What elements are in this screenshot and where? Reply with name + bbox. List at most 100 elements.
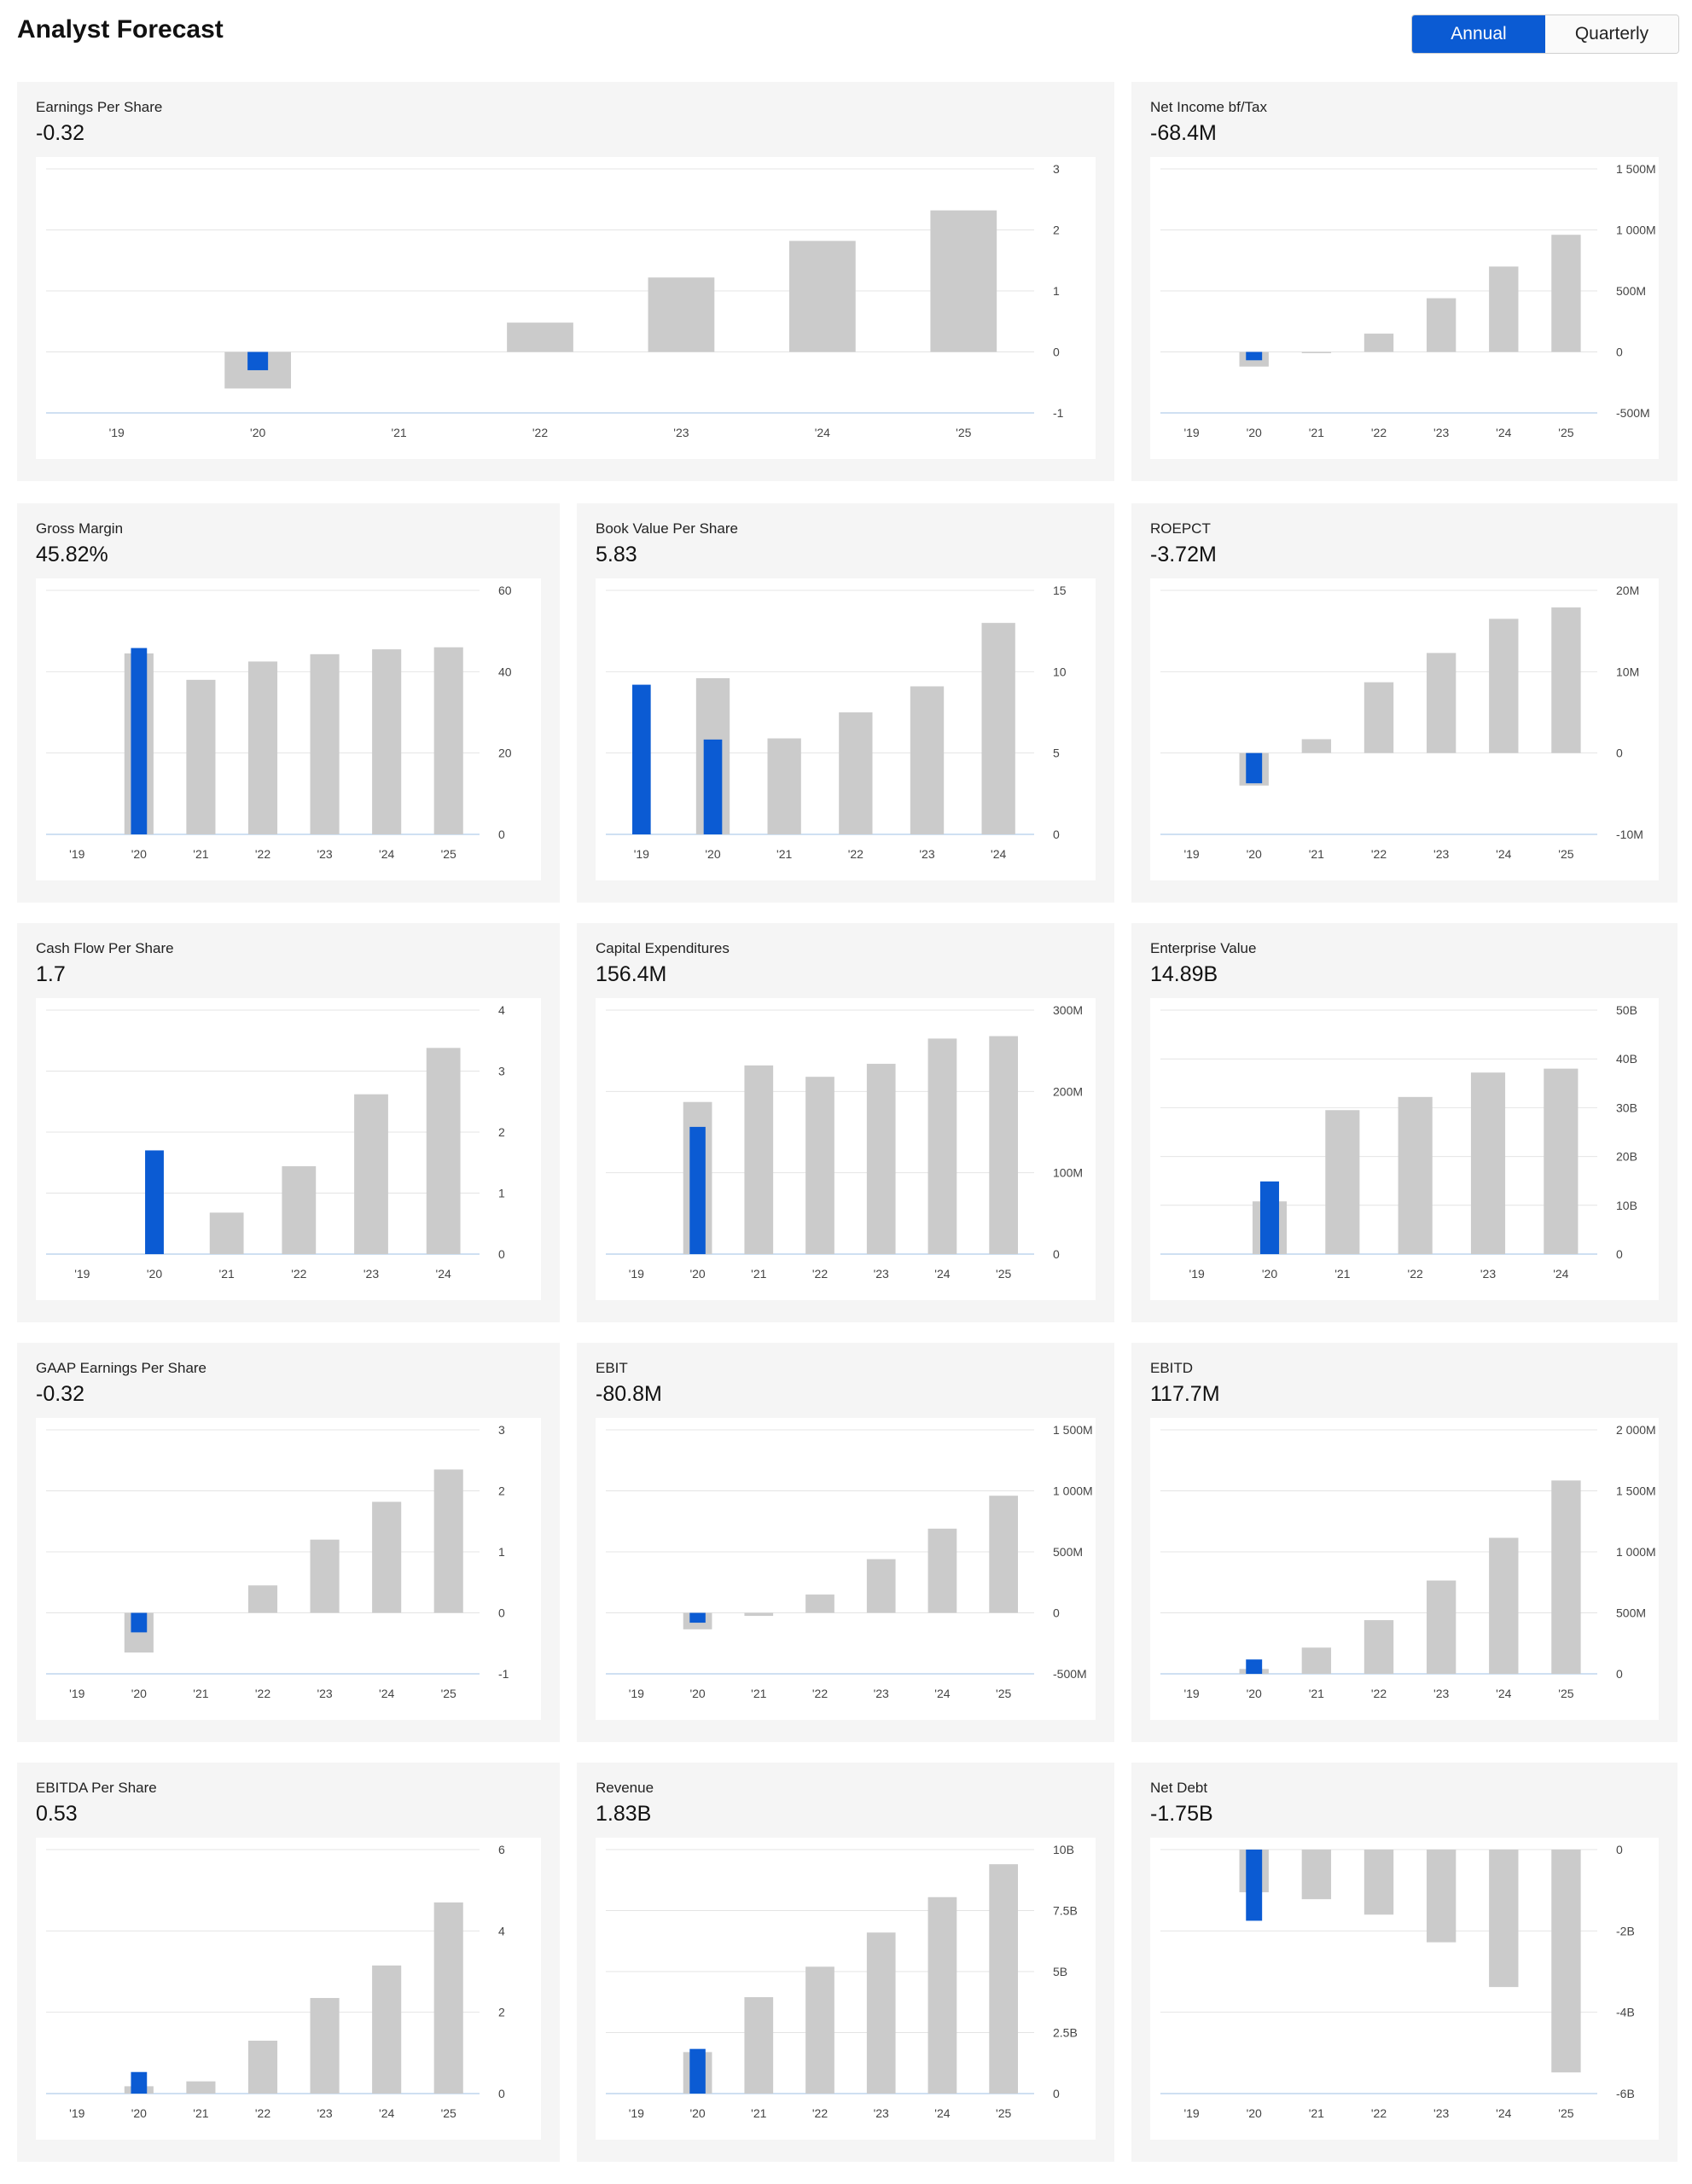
x-tick-label: '23 bbox=[1433, 426, 1449, 439]
chart-title: EBITDA Per Share bbox=[36, 1780, 157, 1796]
forecast-bar[interactable] bbox=[1470, 1072, 1506, 1254]
forecast-bar[interactable] bbox=[1544, 1068, 1579, 1254]
forecast-bar[interactable] bbox=[372, 649, 402, 834]
forecast-bar[interactable] bbox=[927, 1038, 957, 1254]
forecast-bar[interactable] bbox=[1363, 682, 1394, 753]
y-tick-label: 40 bbox=[498, 665, 512, 678]
forecast-bar[interactable] bbox=[910, 686, 945, 834]
book-value-card: Book Value Per Share 5.83 15 10 5 0 '19 '20 '21 '… bbox=[577, 503, 1114, 903]
forecast-bar[interactable] bbox=[1426, 298, 1457, 352]
annual-button[interactable]: Annual bbox=[1412, 15, 1545, 53]
forecast-bar[interactable] bbox=[989, 1036, 1018, 1254]
forecast-bar[interactable] bbox=[247, 2041, 278, 2094]
forecast-bar[interactable] bbox=[247, 661, 278, 834]
forecast-bar[interactable] bbox=[648, 277, 715, 352]
actual-bar[interactable] bbox=[703, 739, 723, 834]
actual-bar[interactable] bbox=[689, 2048, 706, 2094]
forecast-bar[interactable] bbox=[1426, 653, 1457, 753]
forecast-bar[interactable] bbox=[927, 1896, 957, 2094]
actual-bar[interactable] bbox=[689, 1126, 706, 1254]
forecast-bar[interactable] bbox=[310, 1997, 340, 2094]
forecast-bar[interactable] bbox=[1489, 1850, 1519, 1988]
forecast-bar[interactable] bbox=[1551, 1850, 1581, 2073]
forecast-bar[interactable] bbox=[1426, 1580, 1457, 1674]
actual-bar[interactable] bbox=[131, 1612, 148, 1633]
quarterly-button[interactable]: Quarterly bbox=[1545, 15, 1678, 53]
actual-bar[interactable] bbox=[247, 351, 269, 370]
y-tick-label: -4B bbox=[1616, 2006, 1635, 2019]
forecast-bar[interactable] bbox=[1301, 1647, 1332, 1674]
forecast-bar[interactable] bbox=[866, 1063, 896, 1254]
forecast-bar[interactable] bbox=[1489, 266, 1519, 352]
forecast-bar[interactable] bbox=[433, 1902, 463, 2094]
forecast-bar[interactable] bbox=[989, 1496, 1018, 1613]
forecast-bar[interactable] bbox=[247, 1585, 278, 1613]
forecast-bar[interactable] bbox=[788, 241, 856, 352]
forecast-bar[interactable] bbox=[1301, 739, 1332, 753]
forecast-bar[interactable] bbox=[1325, 1110, 1360, 1254]
x-tick-label: '22 bbox=[291, 1267, 306, 1281]
actual-bar[interactable] bbox=[1246, 1659, 1263, 1674]
forecast-bar[interactable] bbox=[805, 1077, 834, 1254]
forecast-bar[interactable] bbox=[186, 2081, 216, 2094]
forecast-bar[interactable] bbox=[805, 1966, 834, 2094]
forecast-bar[interactable] bbox=[930, 210, 997, 352]
actual-bar[interactable] bbox=[1246, 752, 1263, 784]
actual-bar[interactable] bbox=[689, 1612, 706, 1623]
forecast-bar[interactable] bbox=[767, 738, 801, 834]
forecast-bar[interactable] bbox=[372, 1502, 402, 1613]
chart-plot-area: 1 500M 1 000M 500M 0 -500M '19 '20 '21 '22 '23 '24… bbox=[596, 1418, 1096, 1720]
forecast-bar[interactable] bbox=[989, 1864, 1018, 2094]
forecast-bar[interactable] bbox=[433, 1469, 463, 1613]
actual-bar[interactable] bbox=[1259, 1181, 1280, 1254]
forecast-bar[interactable] bbox=[1363, 334, 1394, 352]
forecast-bar[interactable] bbox=[282, 1166, 317, 1254]
forecast-bar[interactable] bbox=[1363, 1850, 1394, 1915]
x-tick-label: '25 bbox=[1558, 426, 1573, 439]
forecast-bar[interactable] bbox=[1426, 1850, 1457, 1943]
forecast-bar[interactable] bbox=[1551, 607, 1581, 753]
forecast-bar[interactable] bbox=[310, 1539, 340, 1613]
forecast-bar[interactable] bbox=[507, 322, 573, 352]
forecast-bar[interactable] bbox=[805, 1594, 834, 1613]
x-tick-label: '21 bbox=[219, 1267, 235, 1281]
forecast-bar[interactable] bbox=[354, 1094, 388, 1254]
forecast-bar[interactable] bbox=[839, 712, 873, 834]
x-tick-label: '24 bbox=[1553, 1267, 1568, 1281]
actual-bar[interactable] bbox=[1246, 1850, 1263, 1921]
forecast-bar[interactable] bbox=[372, 1965, 402, 2094]
forecast-bar[interactable] bbox=[981, 623, 1015, 834]
forecast-bar[interactable] bbox=[866, 1932, 896, 2094]
x-tick-label: '20 bbox=[705, 847, 720, 861]
forecast-bar[interactable] bbox=[310, 653, 340, 834]
y-tick-label: 1 bbox=[498, 1187, 505, 1200]
forecast-bar[interactable] bbox=[426, 1048, 461, 1254]
bar-chart: 15 10 5 0 '19 '20 '21 '22 '23 '24 bbox=[606, 584, 1067, 861]
actual-bar[interactable] bbox=[1246, 351, 1263, 361]
forecast-bar[interactable] bbox=[866, 1559, 896, 1613]
y-tick-label: -500M bbox=[1616, 406, 1650, 420]
forecast-bar[interactable] bbox=[1301, 351, 1332, 353]
forecast-bar[interactable] bbox=[1551, 1480, 1581, 1674]
actual-bar[interactable] bbox=[131, 2071, 148, 2094]
forecast-bar[interactable] bbox=[433, 647, 463, 834]
forecast-bar[interactable] bbox=[1489, 1537, 1519, 1674]
forecast-bar[interactable] bbox=[1398, 1096, 1433, 1254]
forecast-bar[interactable] bbox=[744, 1612, 774, 1617]
y-tick-label: 1 000M bbox=[1616, 1545, 1656, 1559]
forecast-bar[interactable] bbox=[927, 1528, 957, 1613]
forecast-bar[interactable] bbox=[1363, 1620, 1394, 1674]
forecast-bar[interactable] bbox=[1551, 235, 1581, 352]
x-tick-label: '25 bbox=[441, 1687, 456, 1700]
actual-bar[interactable] bbox=[145, 1150, 164, 1254]
x-tick-label: '22 bbox=[1371, 426, 1387, 439]
forecast-bar[interactable] bbox=[744, 1997, 774, 2094]
forecast-bar[interactable] bbox=[1301, 1850, 1332, 1900]
chart-plot-area: 4 3 2 1 0 '19 '20 '21 '22 '23 '24 bbox=[36, 998, 541, 1300]
forecast-bar[interactable] bbox=[209, 1212, 244, 1254]
actual-bar[interactable] bbox=[632, 684, 651, 834]
forecast-bar[interactable] bbox=[186, 679, 216, 834]
actual-bar[interactable] bbox=[131, 648, 148, 834]
forecast-bar[interactable] bbox=[1489, 619, 1519, 753]
forecast-bar[interactable] bbox=[744, 1065, 774, 1254]
